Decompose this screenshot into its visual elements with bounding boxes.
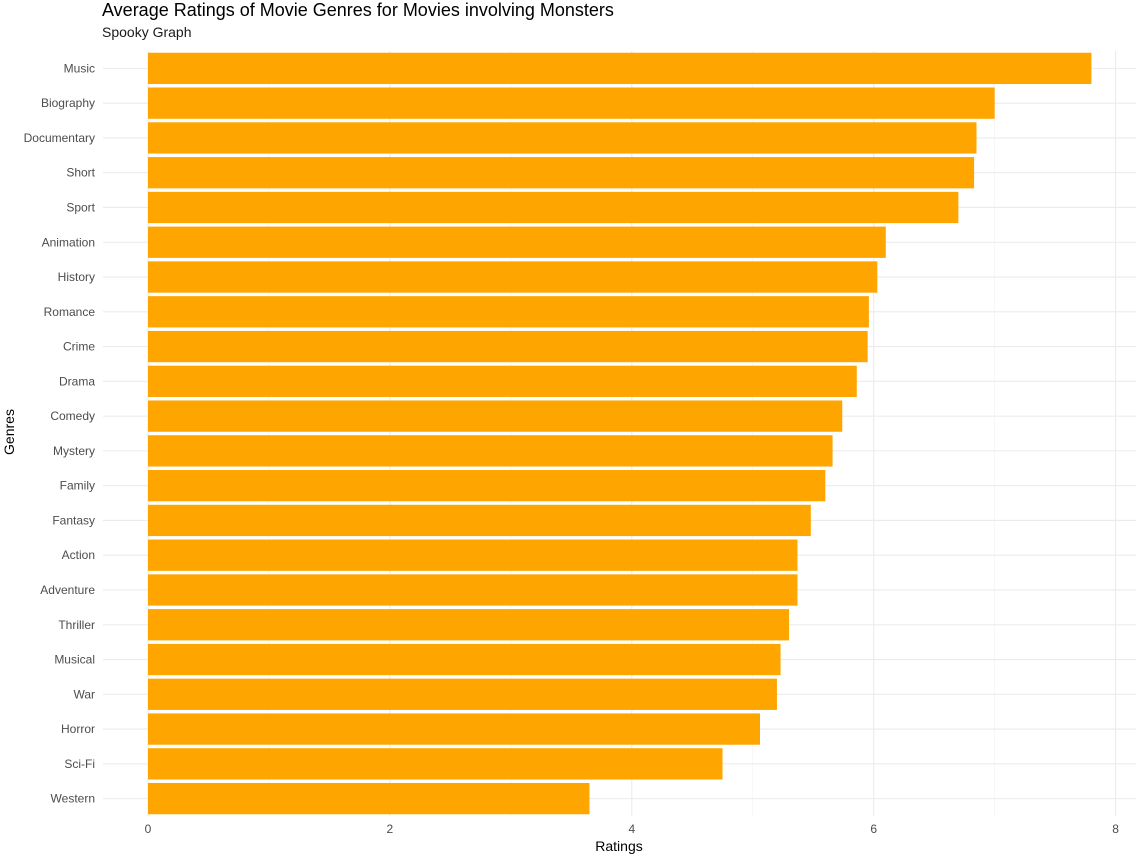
y-tick-label: Mystery [53,444,95,458]
bar-fantasy [148,504,811,537]
y-tick-label: History [58,270,95,284]
bar-biography [148,87,995,119]
bar-drama [148,365,857,397]
bar-history [148,261,878,293]
x-tick-label: 8 [1112,822,1119,836]
bar-crime [148,330,868,363]
y-tick-label: Short [66,166,95,180]
y-tick-label: Western [51,792,95,806]
bar-musical [148,643,781,676]
y-tick-label: Action [62,548,95,562]
y-tick-label: Sport [66,200,95,214]
y-tick-label: Drama [59,374,95,388]
bar-short [148,157,975,189]
bar-horror [148,713,761,745]
y-tick-label: Thriller [58,618,95,632]
y-tick-label: Fantasy [52,513,95,527]
bar-romance [148,296,869,328]
y-tick-label: Adventure [40,583,95,597]
y-tick-label: Horror [61,722,95,736]
y-tick-label: Comedy [50,409,95,423]
y-tick-label: Musical [54,653,95,667]
y-tick-label: Music [64,61,95,75]
bar-sport [148,191,959,224]
bar-mystery [148,435,833,467]
x-tick-label: 0 [145,822,152,836]
bar-documentary [148,122,977,154]
y-tick-label: Romance [44,305,96,319]
x-axis-title: Ratings [595,838,642,854]
x-axis-tick-labels: 0 2 4 6 8 [145,822,1120,836]
x-tick-label: 2 [387,822,394,836]
y-tick-label: Crime [63,340,95,354]
bar-adventure [148,574,798,606]
bars [148,52,1092,815]
bar-thriller [148,609,790,641]
bar-family [148,470,826,502]
bar-war [148,678,777,710]
y-tick-label: Documentary [24,131,95,145]
x-tick-label: 6 [870,822,877,836]
bar-music [148,52,1092,85]
y-tick-label: Animation [42,235,95,249]
y-axis-title: Genres [1,409,17,455]
bar-comedy [148,400,843,432]
bar-animation [148,226,886,258]
y-axis-tick-labels: Music Biography Documentary Short Sport Anima… [24,61,96,805]
y-tick-label: Biography [41,96,95,110]
bar-action [148,539,798,571]
y-tick-label: War [73,687,95,701]
chart-title: Average Ratings of Movie Genres for Movi… [102,0,614,20]
bar-western [148,782,590,815]
y-tick-label: Sci-Fi [64,757,95,771]
y-tick-label: Family [60,479,95,493]
x-tick-label: 4 [628,822,635,836]
bar-sci-fi [148,748,723,780]
chart-subtitle: Spooky Graph [102,24,192,40]
